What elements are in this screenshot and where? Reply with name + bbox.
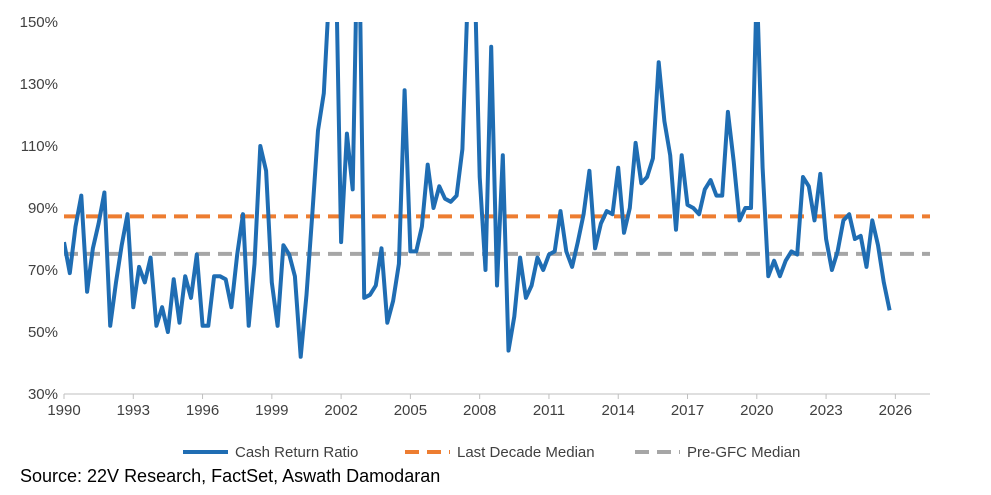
y-tick-label: 90% bbox=[28, 200, 58, 217]
y-axis: 30% 50% 70% 90% 110% 130% 150% bbox=[20, 14, 58, 403]
x-tick-label: 2017 bbox=[671, 402, 704, 419]
x-tick-label: 1999 bbox=[255, 402, 288, 419]
x-tick-label: 2011 bbox=[533, 402, 565, 419]
line-chart: 30%50%70%90%110%130%150% 1990 1993 1996 199… bbox=[20, 14, 930, 461]
y-tick-label: 30% bbox=[28, 386, 58, 403]
x-axis: 1990 1993 1996 1999 2002 2005 2008 2011 2014 2017… bbox=[47, 393, 930, 419]
series-line-cash-return-ratio bbox=[64, 22, 892, 359]
x-tick-label: 2002 bbox=[324, 402, 357, 419]
x-tick-label: 2023 bbox=[809, 402, 842, 419]
x-tick-label: 2008 bbox=[463, 402, 496, 419]
y-tick-label: 110% bbox=[21, 138, 58, 155]
x-tick-label: 1990 bbox=[47, 402, 80, 419]
plot-area bbox=[64, 22, 930, 359]
x-tick-label: 1993 bbox=[117, 402, 150, 419]
y-tick-label: 50% bbox=[28, 324, 58, 341]
x-tick-label: 2026 bbox=[879, 402, 912, 419]
legend-label: Pre-GFC Median bbox=[687, 444, 800, 461]
x-tick-label: 2020 bbox=[740, 402, 773, 419]
legend-label: Last Decade Median bbox=[457, 444, 595, 461]
legend: Cash Return Ratio Last Decade Median Pre-G… bbox=[183, 444, 800, 461]
x-tick-label: 1996 bbox=[186, 402, 219, 419]
y-tick-label: 130% bbox=[20, 76, 58, 93]
source-note: Source: 22V Research, FactSet, Aswath Da… bbox=[20, 466, 441, 486]
x-tick-label: 2005 bbox=[394, 402, 427, 419]
y-tick-label: 150% bbox=[20, 14, 58, 31]
x-tick-label: 2014 bbox=[602, 402, 635, 419]
legend-label: Cash Return Ratio bbox=[235, 444, 358, 461]
y-tick-label: 70% bbox=[28, 262, 58, 279]
